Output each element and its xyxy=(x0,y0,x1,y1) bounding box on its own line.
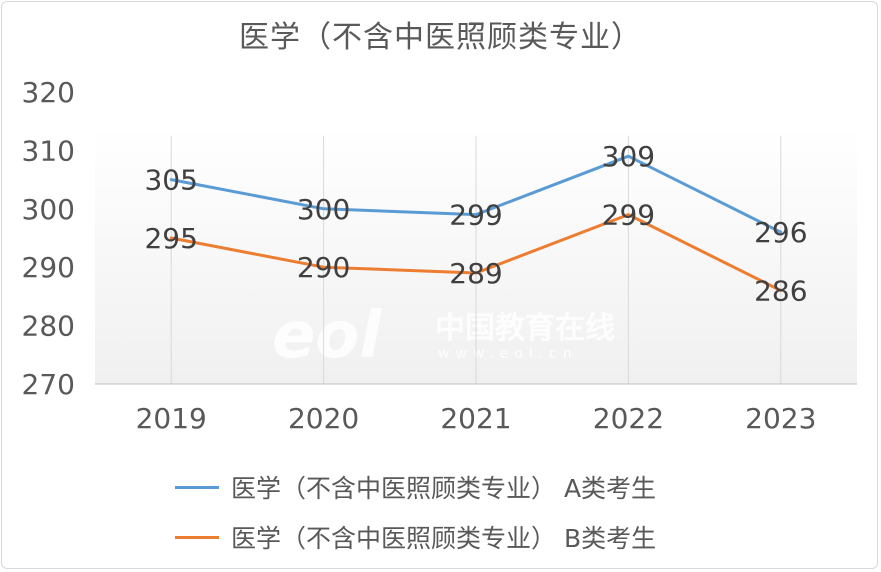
legend-swatch-b xyxy=(175,535,219,539)
data-label: 300 xyxy=(297,193,350,226)
data-label: 296 xyxy=(754,216,807,249)
data-label: 309 xyxy=(602,140,655,173)
x-tick-label: 2020 xyxy=(288,402,359,435)
data-label: 299 xyxy=(602,199,655,232)
y-tick-label: 290 xyxy=(22,251,75,284)
x-tick-label: 2019 xyxy=(136,402,207,435)
y-tick-label: 320 xyxy=(22,76,75,109)
watermark-cn: 中国教育在线 xyxy=(435,311,615,346)
chart-title: 医学（不含中医照顾类专业） xyxy=(239,20,642,55)
watermark-brand: eol xyxy=(272,299,382,373)
y-tick-label: 280 xyxy=(22,310,75,343)
data-label: 299 xyxy=(449,199,502,232)
data-label: 286 xyxy=(754,275,807,308)
data-label: 305 xyxy=(144,164,197,197)
watermark: eol 中国教育在线 www.eol.cn xyxy=(272,299,615,373)
y-tick-label: 310 xyxy=(22,134,75,167)
x-tick-label: 2022 xyxy=(593,402,664,435)
data-label: 289 xyxy=(449,257,502,290)
legend: 医学（不含中医照顾类专业） A类考生 医学（不含中医照顾类专业） B类考生 xyxy=(175,462,656,562)
legend-label-a: 医学（不含中医照顾类专业） A类考生 xyxy=(231,474,657,503)
watermark-url: www.eol.cn xyxy=(438,346,578,362)
x-tick-label: 2023 xyxy=(745,402,816,435)
x-tick-label: 2021 xyxy=(440,402,511,435)
legend-label-b: 医学（不含中医照顾类专业） B类考生 xyxy=(231,524,657,553)
y-tick-label: 300 xyxy=(22,193,75,226)
y-tick-label: 270 xyxy=(22,368,75,401)
legend-item-b: 医学（不含中医照顾类专业） B类考生 xyxy=(175,512,656,562)
data-label: 290 xyxy=(297,251,350,284)
data-label: 295 xyxy=(144,222,197,255)
legend-item-a: 医学（不含中医照顾类专业） A类考生 xyxy=(175,462,656,512)
legend-swatch-a xyxy=(175,485,219,489)
